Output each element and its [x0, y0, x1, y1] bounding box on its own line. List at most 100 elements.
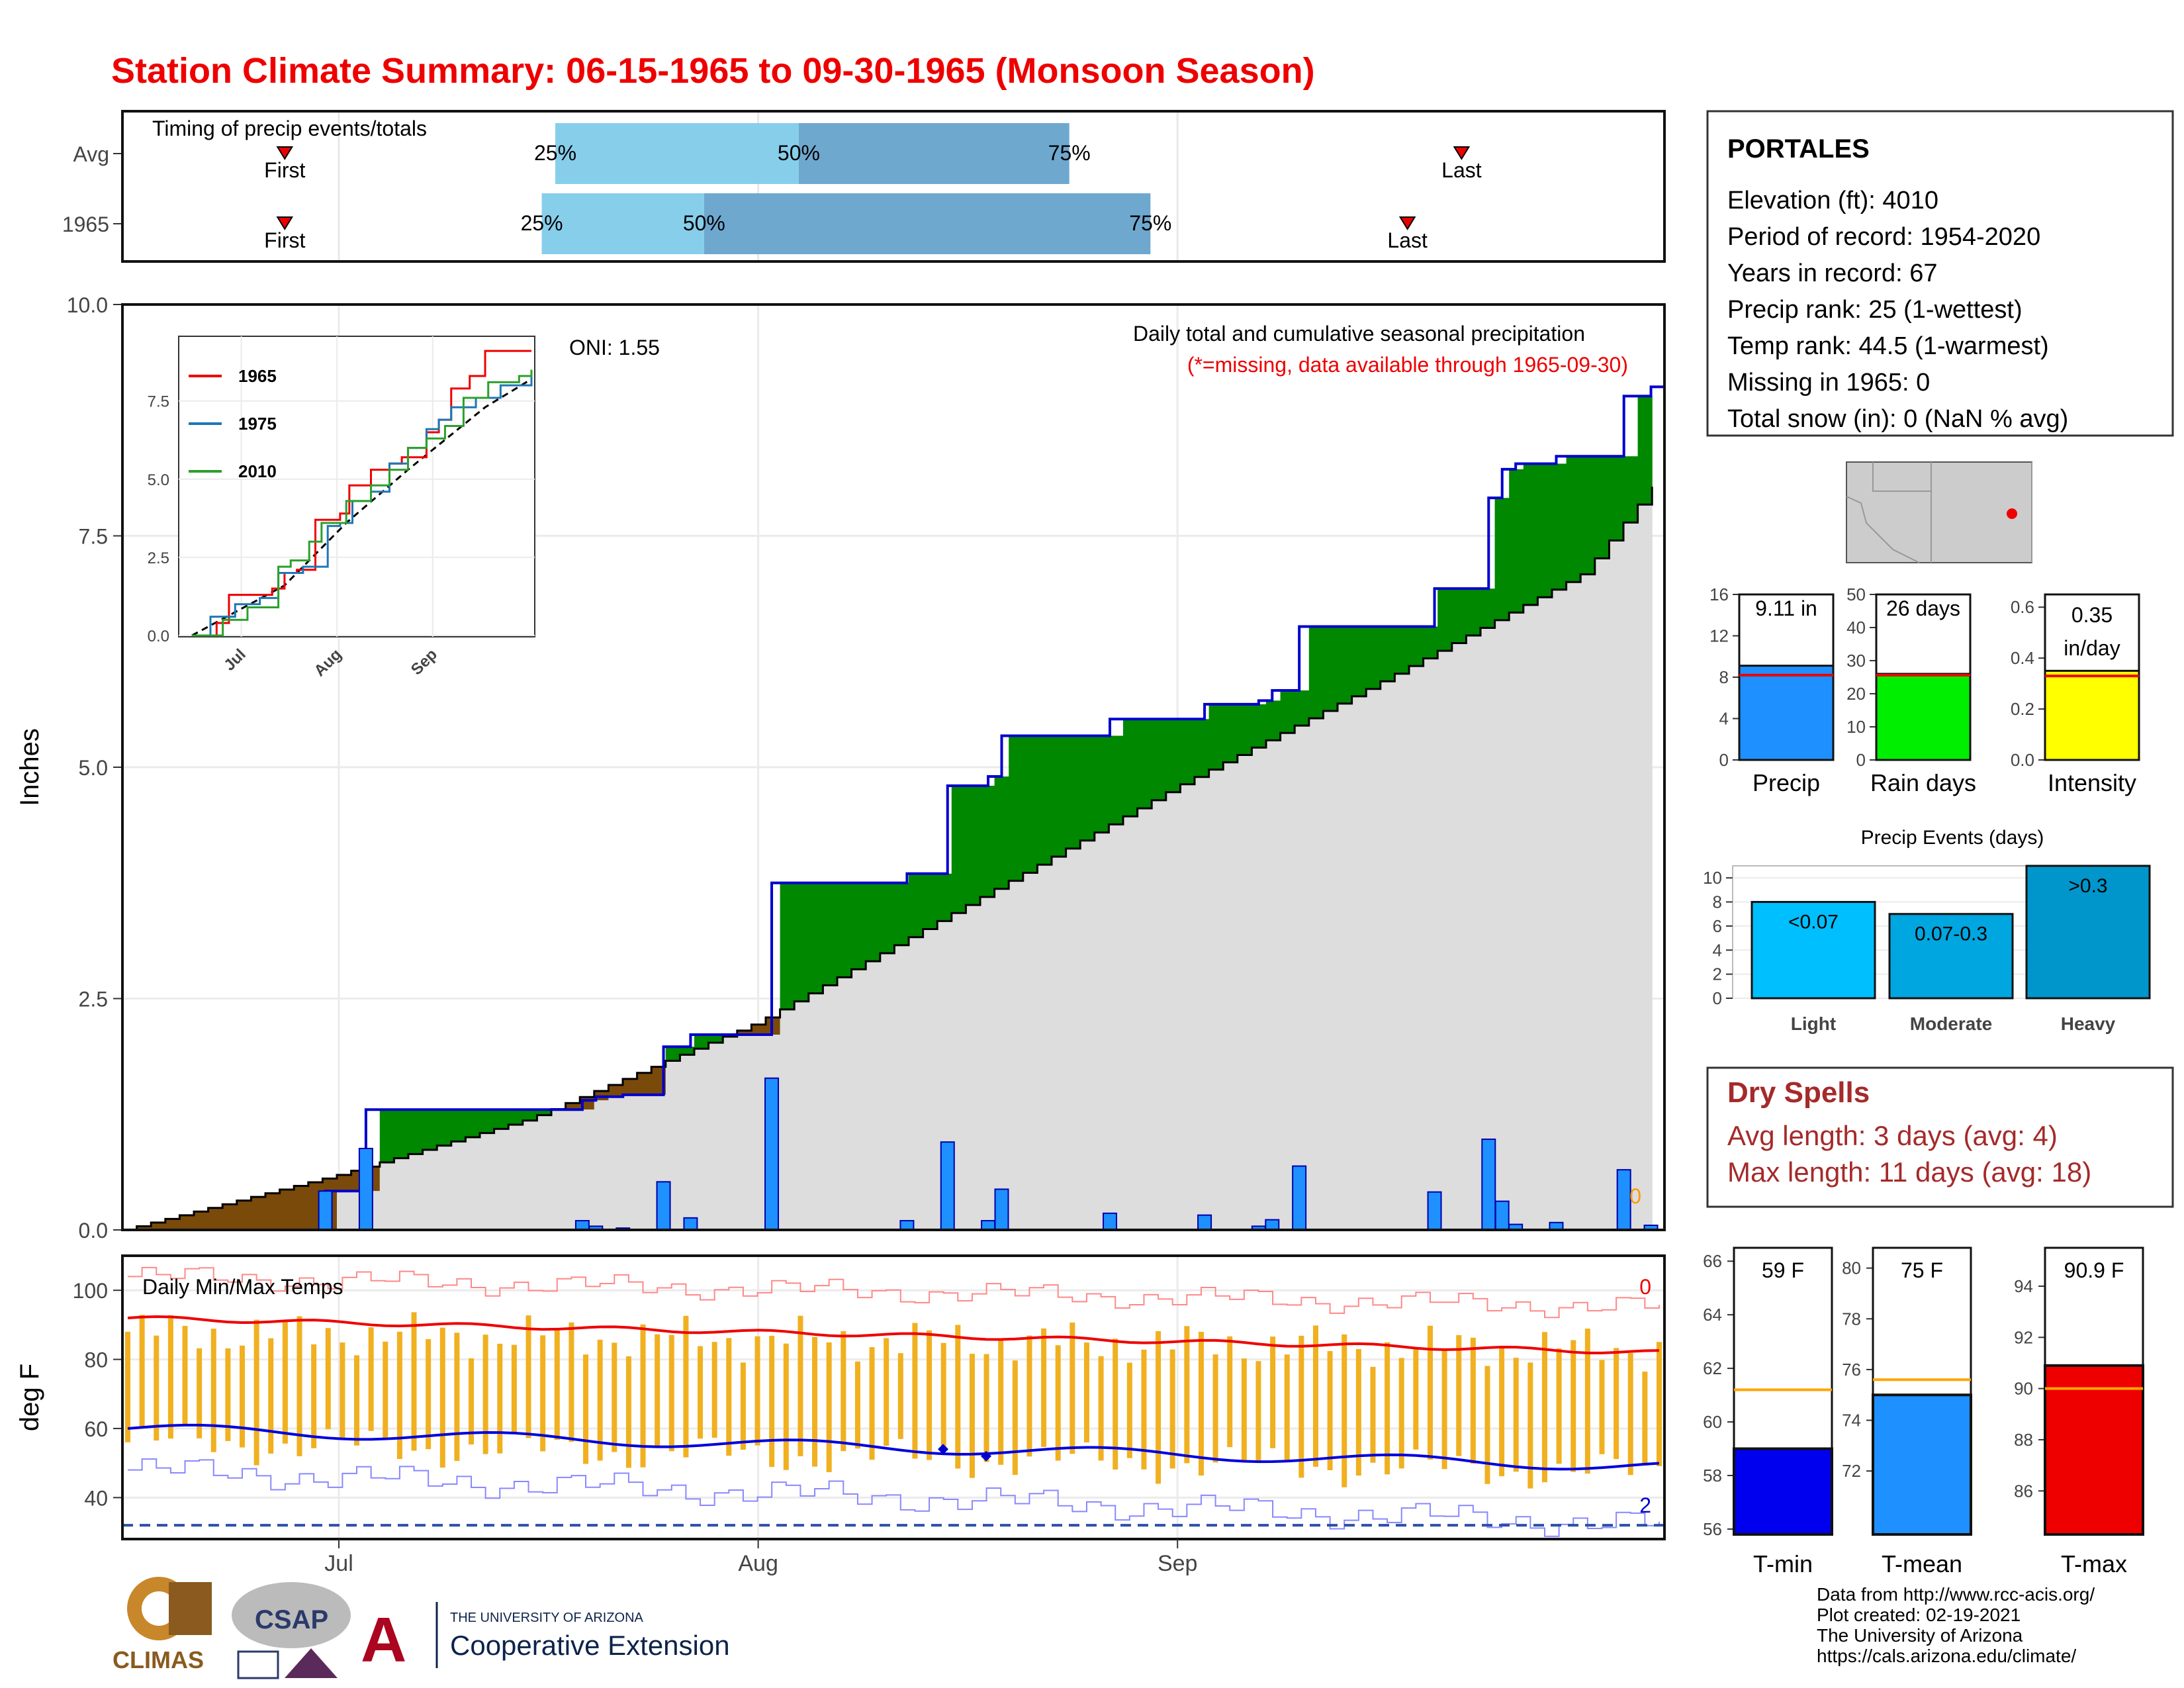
average-cumulative-fill [565, 1109, 580, 1230]
daily-temp-range-bar [1026, 1335, 1032, 1457]
above-average-fill [1123, 719, 1138, 817]
dry-spells-max: Max length: 11 days (avg: 18) [1727, 1156, 2091, 1188]
temp-y-tick: 80 [84, 1348, 108, 1372]
daily-temp-range-bar [354, 1355, 360, 1446]
temp-bar [1872, 1393, 1972, 1536]
temp-value-label: 90.9 F [2064, 1258, 2124, 1282]
station-info-line: Missing in 1965: 0 [1727, 369, 1930, 397]
event-bar-label: Moderate [1910, 1013, 1992, 1034]
timing-row-label: 1965 [62, 212, 109, 236]
above-average-fill [1523, 463, 1538, 605]
above-average-fill [1080, 735, 1095, 841]
above-average-fill [951, 785, 966, 914]
daily-temp-range-bar [1012, 1360, 1018, 1476]
below-average-fill [337, 1174, 352, 1192]
last-label: Last [1441, 158, 1482, 182]
q50-label: 50% [683, 211, 725, 235]
credits: Data from http://www.rcc-acis.org/Plot c… [1817, 1584, 2095, 1666]
above-average-fill [708, 1035, 723, 1043]
daily-temp-range-bar [197, 1348, 203, 1438]
above-average-fill [794, 882, 809, 1002]
daily-temp-range-bar [1198, 1331, 1204, 1476]
temp-bar [1733, 1447, 1833, 1536]
daily-temp-range-bar [383, 1341, 388, 1440]
temp-bar-tick: 56 [1703, 1519, 1722, 1539]
avg-tmin-line [127, 1423, 1660, 1471]
station-info-line: Years in record: 67 [1727, 259, 1938, 287]
above-average-fill [837, 882, 852, 978]
summary-value-label: 9.11 in [1755, 596, 1817, 620]
average-cumulative-fill [1165, 792, 1181, 1230]
daily-temp-range-bar [1427, 1325, 1433, 1460]
above-average-fill [1052, 735, 1067, 857]
temperature-bar-charts: 56 58 60 62 64 66 59 F T-min 72 74 76 78 80 75 F T-mea… [1703, 1246, 2144, 1577]
daily-precip-bar [764, 1077, 780, 1231]
above-average-fill [1251, 704, 1267, 748]
above-average-fill [1423, 626, 1438, 659]
summary-bar-tick: 0 [1719, 750, 1729, 770]
credit-line: Data from http://www.rcc-acis.org/ [1817, 1584, 2095, 1605]
above-average-fill [1165, 719, 1181, 792]
daily-temp-range-bar [969, 1354, 975, 1478]
above-average-fill [1609, 456, 1624, 541]
daily-temp-range-bar [1255, 1361, 1261, 1462]
average-cumulative-fill [379, 1162, 394, 1230]
daily-temp-range-bar [426, 1338, 432, 1450]
daily-temp-range-bar [1312, 1325, 1318, 1467]
average-cumulative-fill [1351, 696, 1367, 1230]
credit-line: https://cals.arizona.edu/climate/ [1817, 1646, 2076, 1666]
average-cumulative-fill [494, 1129, 509, 1230]
daily-temp-range-bar [1599, 1360, 1605, 1454]
daily-temp-range-bar [1126, 1362, 1132, 1458]
below-average-fill [208, 1207, 223, 1230]
events-title: Precip Events (days) [1861, 827, 2044, 849]
average-cumulative-fill [594, 1100, 609, 1230]
below-average-fill [136, 1226, 152, 1230]
below-average-fill [165, 1219, 180, 1230]
credit-line: The University of Arizona [1817, 1625, 2023, 1646]
summary-bar-tick: 40 [1846, 618, 1866, 637]
temp-bar [2044, 1364, 2144, 1536]
summary-bar [1875, 673, 1972, 761]
average-cumulative-fill [422, 1150, 437, 1230]
temps-panel: 40 60 80 100 deg F Daily Min/Max Temps 0 2 Jul Au… [15, 1254, 1666, 1576]
summary-bar-tick: 30 [1846, 651, 1866, 671]
daily-temp-range-bar [469, 1358, 475, 1445]
above-average-fill [1037, 735, 1052, 865]
quartile-25-50 [541, 193, 704, 254]
average-cumulative-fill [1338, 703, 1353, 1230]
daily-temp-range-bar [1527, 1362, 1533, 1489]
daily-temp-range-bar [482, 1335, 488, 1454]
below-average-fill [623, 1078, 638, 1095]
daily-temp-range-bar [1642, 1372, 1648, 1466]
below-average-fill [294, 1186, 309, 1230]
above-average-fill [1380, 626, 1395, 682]
below-average-fill [565, 1103, 580, 1110]
daily-temp-range-bar [1212, 1354, 1218, 1463]
above-average-fill [909, 873, 924, 937]
above-average-fill [1023, 735, 1038, 873]
daily-temp-range-bar [1499, 1346, 1505, 1477]
summary-bar [2044, 669, 2140, 761]
average-cumulative-fill [1152, 800, 1167, 1230]
average-cumulative-fill [465, 1137, 480, 1230]
above-average-fill [923, 873, 938, 929]
below-average-fill [151, 1222, 166, 1230]
average-cumulative-fill [337, 1191, 352, 1230]
above-average-fill [1152, 719, 1167, 800]
daily-temp-range-bar [525, 1315, 531, 1438]
average-cumulative-fill [637, 1094, 652, 1230]
footer: CLIMAS CSAP A THE UNIVERSITY OF ARIZONA … [113, 1577, 2095, 1679]
first-label: First [264, 228, 305, 252]
average-cumulative-fill [1237, 755, 1252, 1230]
daily-temp-range-bar [1069, 1322, 1075, 1454]
average-cumulative-fill [408, 1154, 424, 1230]
summary-bar-tick: 0.2 [2011, 699, 2034, 719]
ua-logo: A THE UNIVERSITY OF ARIZONA Cooperative … [361, 1602, 730, 1675]
temp-bar-tick: 60 [1703, 1412, 1722, 1432]
above-average-fill [1552, 463, 1567, 590]
events-y-tick: 4 [1713, 940, 1722, 960]
quartile-50-75 [704, 193, 1151, 254]
average-cumulative-fill [680, 1055, 695, 1230]
